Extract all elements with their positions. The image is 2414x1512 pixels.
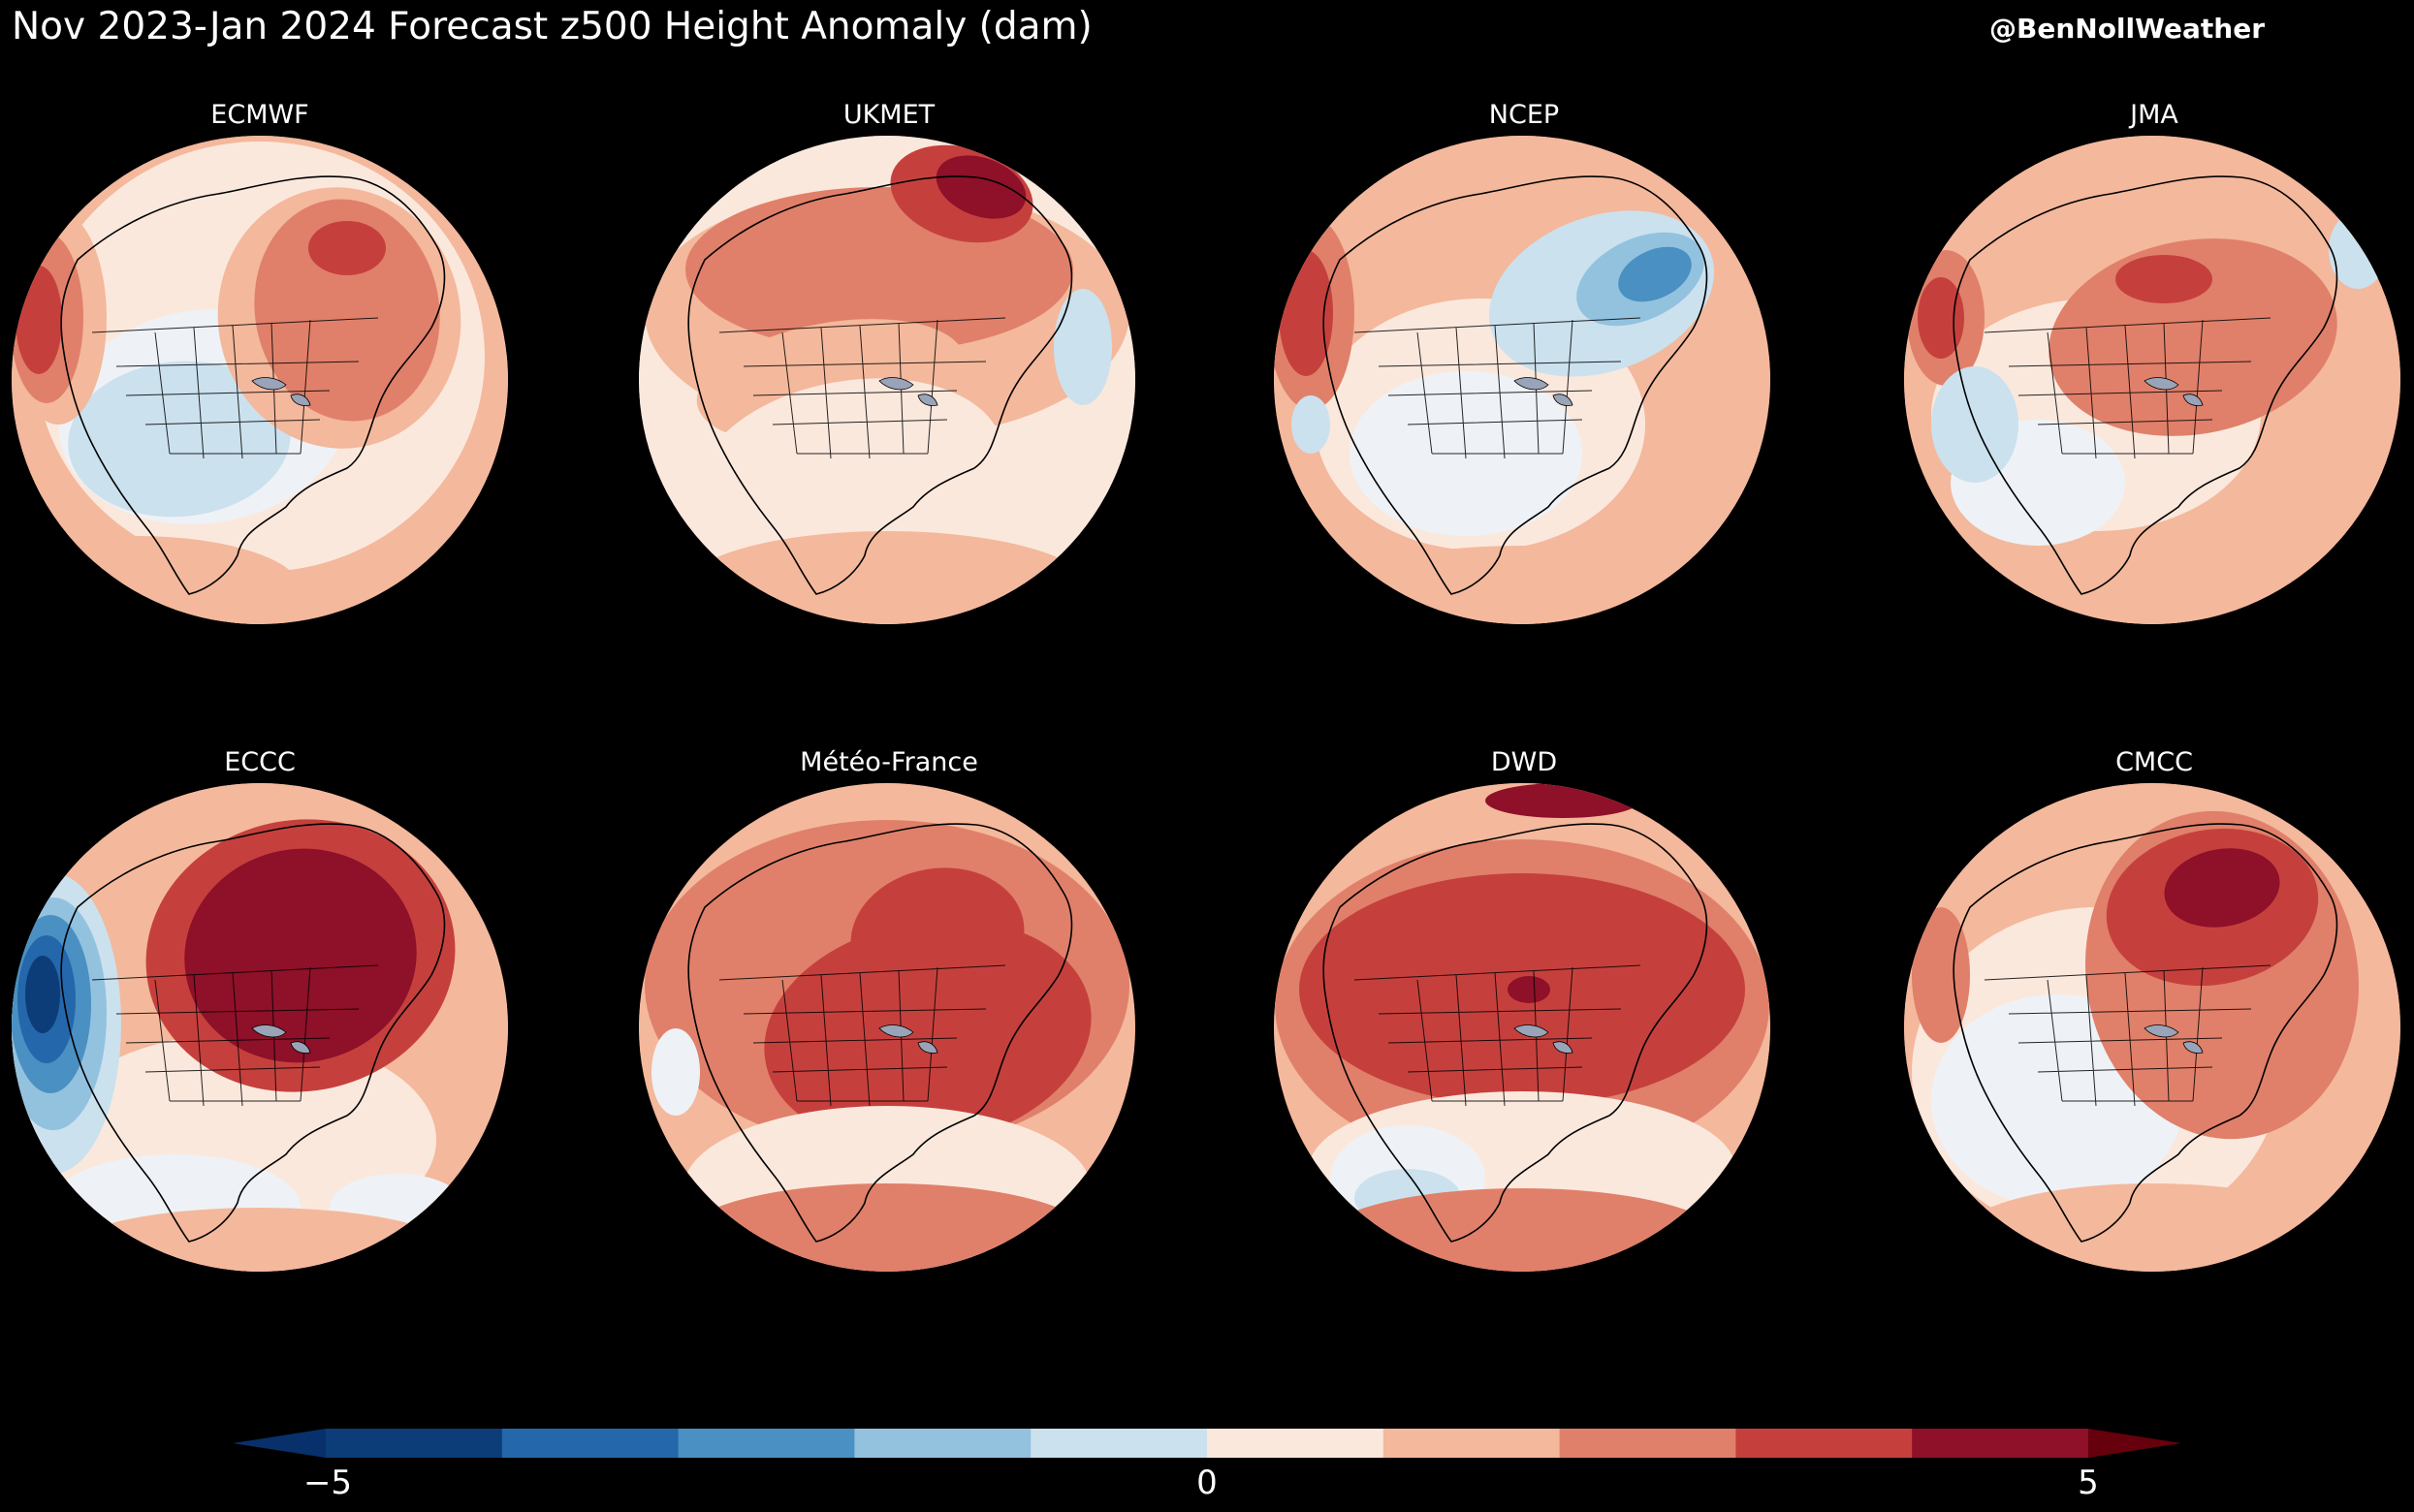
panel-label-jma: JMA — [2130, 100, 2178, 130]
anomaly-contour — [1279, 250, 1333, 376]
great-lakes — [2144, 377, 2204, 406]
colorbar-bin — [1559, 1429, 1736, 1458]
colorbar-bin — [854, 1429, 1032, 1458]
colorbar-extend-high — [2088, 1429, 2181, 1458]
anomaly-contour — [223, 877, 378, 1015]
panel-label-meteo-france: Météo-France — [800, 747, 978, 777]
colorbar-bin — [1382, 1429, 1561, 1458]
anomaly-contour — [254, 199, 440, 422]
coastline — [1953, 823, 2338, 1243]
globe-jma — [1904, 136, 2400, 624]
anomaly-contour — [1054, 289, 1112, 405]
anomaly-contour — [66, 1208, 454, 1272]
colorbar-bin — [501, 1429, 680, 1458]
credit-handle: @BenNollWeather — [1989, 13, 2266, 45]
coastline — [1322, 175, 1708, 595]
coastline — [687, 175, 1073, 595]
globe-ncep — [1274, 136, 1770, 624]
colorbar-bin — [1735, 1429, 1913, 1458]
great-lakes — [1513, 1024, 1573, 1054]
anomaly-contour — [651, 1028, 700, 1116]
colorbar-bin — [1031, 1429, 1208, 1458]
colorbar — [233, 1429, 2181, 1458]
anomaly-contour — [2164, 848, 2280, 928]
anomaly-contour — [1931, 366, 2018, 483]
colorbar-extend-low — [233, 1429, 326, 1458]
colorbar-bin — [1207, 1429, 1384, 1458]
coastline — [60, 175, 446, 595]
great-lakes — [251, 1024, 311, 1054]
anomaly-contour — [1291, 395, 1330, 454]
great-lakes — [1513, 377, 1573, 406]
great-lakes — [2144, 1024, 2204, 1054]
colorbar-tick-max: 5 — [2078, 1464, 2099, 1502]
anomaly-contour — [1508, 976, 1550, 1003]
globe-dwd — [1274, 783, 1770, 1272]
colorbar-tick-zero: 0 — [1196, 1464, 1218, 1502]
anomaly-contour — [2115, 255, 2212, 303]
colorbar-bin — [326, 1429, 503, 1458]
great-lakes — [878, 1024, 938, 1054]
coastline — [1953, 175, 2338, 595]
anomaly-contour — [308, 221, 386, 275]
anomaly-contour — [16, 266, 62, 374]
colorbar-bin — [678, 1429, 855, 1458]
anomaly-contour — [1918, 277, 1964, 359]
panel-label-ncep: NCEP — [1488, 100, 1560, 130]
colorbar-bin — [1912, 1429, 2089, 1458]
globe-ecmwf — [12, 136, 508, 624]
globe-meteo-france — [639, 783, 1135, 1272]
coastline — [1322, 823, 1708, 1243]
globe-cmcc — [1904, 783, 2400, 1272]
panel-label-ecmwf: ECMWF — [210, 100, 309, 130]
anomaly-contour — [1618, 246, 1692, 302]
panel-label-ukmet: UKMET — [842, 100, 936, 130]
panel-label-cmcc: CMCC — [2115, 747, 2193, 777]
anomaly-contour — [1912, 907, 1970, 1043]
anomaly-contour — [936, 155, 1027, 219]
globe-ukmet — [639, 136, 1135, 624]
map-title: Nov 2023-Jan 2024 Forecast z500 Height A… — [12, 5, 1093, 48]
anomaly-contour — [764, 919, 1092, 1148]
colorbar-tick-min: −5 — [302, 1464, 353, 1502]
anomaly-contour — [68, 361, 291, 518]
great-lakes — [251, 377, 311, 406]
anomaly-contour — [696, 378, 1004, 568]
panel-label-dwd: DWD — [1490, 747, 1558, 777]
anomaly-contour — [25, 956, 60, 1033]
anomaly-contour — [1485, 783, 1640, 818]
coastline — [687, 823, 1073, 1243]
coastline — [60, 823, 446, 1243]
great-lakes — [878, 377, 938, 406]
anomaly-contour — [1318, 546, 1726, 624]
globe-eccc — [12, 783, 508, 1272]
panel-label-eccc: ECCC — [224, 747, 296, 777]
